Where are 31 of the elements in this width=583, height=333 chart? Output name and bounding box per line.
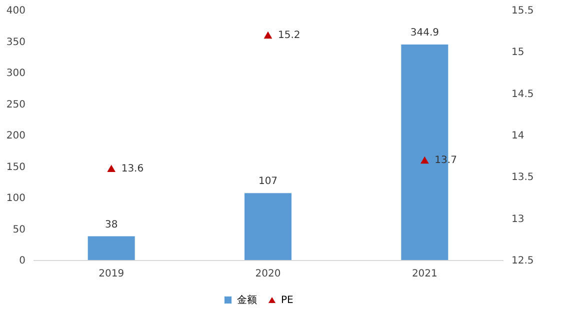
- data-label: 38: [104, 219, 118, 230]
- x-tick-label: 2021: [412, 268, 438, 280]
- y2-tick-label: 12.5: [512, 256, 534, 266]
- y-tick-label: 250: [6, 99, 26, 110]
- y2-tick-label: 13.5: [512, 172, 534, 184]
- bar: [88, 236, 135, 260]
- data-label: 15.2: [278, 30, 300, 41]
- y2-tick-label: 13: [512, 214, 524, 225]
- y-tick-label: 300: [6, 68, 26, 79]
- legend-label: PE: [281, 295, 294, 306]
- y-tick-label: 150: [6, 162, 26, 173]
- point: [264, 31, 272, 39]
- data-label: 107: [258, 176, 278, 188]
- y-tick-label: 50: [12, 224, 26, 236]
- y-tick-label: 200: [6, 130, 26, 142]
- y-tick-label: 100: [6, 193, 26, 204]
- point: [107, 164, 116, 172]
- point: [420, 156, 429, 164]
- y2-tick-label: 14: [512, 130, 524, 142]
- y2-tick-label: 15: [512, 47, 524, 58]
- y-tick-label: 0: [19, 256, 26, 266]
- y-tick-label: 400: [6, 6, 26, 16]
- y2-tick-label: 14.5: [512, 88, 534, 100]
- x-tick-label: 2020: [255, 268, 281, 280]
- bar: [244, 193, 292, 260]
- legend-label: 金额: [237, 294, 257, 306]
- y-tick-label: 350: [6, 36, 26, 48]
- y2-tick-label: 15.5: [512, 6, 534, 16]
- x-tick-label: 2019: [98, 268, 124, 280]
- data-label: 344.9: [410, 27, 439, 38]
- data-label: 13.6: [121, 163, 144, 174]
